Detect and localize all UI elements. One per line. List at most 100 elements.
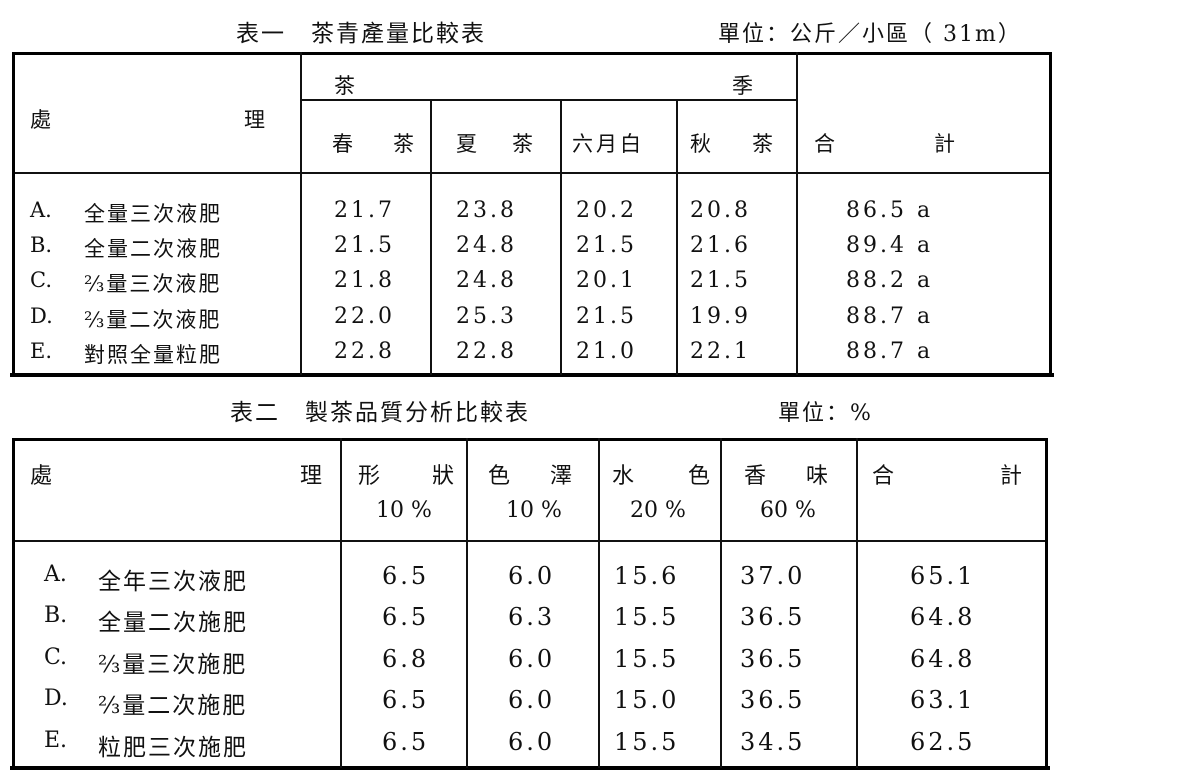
row-total: 64.8	[910, 645, 976, 673]
row-total: 89.4 a	[846, 233, 934, 258]
row-id: C.	[30, 268, 52, 292]
table2-header-luster-pct: 10 %	[506, 498, 562, 523]
row-value: 15.6	[614, 562, 680, 590]
row-total: 86.5 a	[846, 198, 934, 223]
row-value: 24.8	[456, 233, 517, 258]
table2-header-treatment-right: 理	[300, 464, 323, 489]
row-value: 15.5	[614, 645, 680, 673]
row-value: 6.0	[508, 728, 556, 756]
row-value: 15.5	[614, 603, 680, 631]
row-value: 6.5	[382, 603, 430, 631]
row-value: 21.5	[690, 268, 751, 293]
row-id: A.	[30, 198, 52, 222]
row-id: A.	[44, 562, 67, 587]
row-value: 37.0	[740, 562, 806, 590]
row-value: 21.5	[576, 233, 637, 258]
table2-header-shape-a: 形	[358, 464, 381, 489]
table1-title: 表一 茶青產量比較表	[236, 21, 486, 47]
row-treatment: 對照全量粒肥	[84, 343, 222, 367]
row-treatment: 全量二次液肥	[84, 237, 222, 261]
row-id: D.	[30, 304, 53, 328]
row-value: 22.0	[334, 304, 395, 329]
row-treatment: 全年三次液肥	[98, 569, 248, 595]
row-id: E.	[44, 728, 68, 753]
row-treatment: 粒肥三次施肥	[98, 735, 248, 761]
row-total: 65.1	[910, 562, 976, 590]
row-id: D.	[44, 686, 68, 711]
row-value: 6.0	[508, 645, 556, 673]
table2-header-liquor-b: 色	[688, 464, 711, 489]
table2-header-shape-b: 狀	[432, 464, 455, 489]
row-value: 6.3	[508, 603, 556, 631]
table1-header-season-left: 茶	[334, 74, 355, 98]
row-value: 22.8	[334, 339, 395, 364]
row-total: 88.7 a	[846, 339, 934, 364]
table1-header-autumn-b: 茶	[752, 132, 773, 156]
row-value: 24.8	[456, 268, 517, 293]
row-value: 21.8	[334, 268, 395, 293]
row-value: 6.0	[508, 562, 556, 590]
row-id: E.	[30, 339, 53, 363]
row-value: 15.5	[614, 728, 680, 756]
table1-header-autumn-a: 秋	[690, 132, 711, 156]
table2-header-luster-b: 澤	[550, 464, 573, 489]
table1-header-treatment-right: 理	[244, 108, 265, 132]
row-value: 20.2	[576, 198, 637, 223]
row-value: 15.0	[614, 686, 680, 714]
row-total: 88.7 a	[846, 304, 934, 329]
row-total: 62.5	[910, 728, 976, 756]
table1-header-liuyuebai: 六月白	[572, 132, 644, 156]
row-value: 19.9	[690, 304, 751, 329]
row-value: 21.5	[576, 304, 637, 329]
row-id: C.	[44, 645, 68, 670]
table2-header-total-b: 計	[1000, 464, 1023, 489]
row-value: 21.5	[334, 233, 395, 258]
row-value: 34.5	[740, 728, 806, 756]
table2-unit: 單位：%	[778, 401, 873, 426]
row-value: 36.5	[740, 686, 806, 714]
table2-header-treatment-left: 處	[30, 464, 53, 489]
row-treatment: ⅔量三次施肥	[98, 652, 248, 678]
row-value: 20.1	[576, 268, 637, 293]
row-value: 6.0	[508, 686, 556, 714]
row-value: 36.5	[740, 603, 806, 631]
table2-header-aroma-a: 香	[744, 464, 767, 489]
row-treatment: 全量三次液肥	[84, 202, 222, 226]
table1-header-season-right: 季	[732, 74, 753, 98]
row-value: 21.7	[334, 198, 395, 223]
table1-header-treatment-left: 處	[30, 108, 51, 132]
table1-header-total-b: 計	[934, 132, 955, 156]
row-value: 6.5	[382, 686, 430, 714]
row-value: 21.0	[576, 339, 637, 364]
table1-header-spring-b: 茶	[393, 132, 414, 156]
table2-header-total-a: 合	[872, 464, 895, 489]
table2-header-luster-a: 色	[488, 464, 511, 489]
table1-header-summer-a: 夏	[456, 132, 477, 156]
row-value: 6.5	[382, 562, 430, 590]
table1-header-spring-a: 春	[332, 132, 353, 156]
table2-title: 表二 製茶品質分析比較表	[230, 400, 530, 426]
table2-header-liquor-a: 水	[612, 464, 635, 489]
row-value: 20.8	[690, 198, 751, 223]
table1-unit: 單位：公斤／小區（ 31m）	[718, 22, 1022, 47]
row-value: 21.6	[690, 233, 751, 258]
row-treatment: ⅔量二次施肥	[98, 693, 248, 719]
table2-header-aroma-b: 味	[806, 464, 829, 489]
table2-header-aroma-pct: 60 %	[760, 498, 816, 523]
row-treatment: ⅔量二次液肥	[84, 308, 222, 332]
row-value: 22.8	[456, 339, 517, 364]
table2-header-shape-pct: 10 %	[376, 498, 432, 523]
row-total: 63.1	[910, 686, 976, 714]
row-id: B.	[44, 603, 68, 628]
row-total: 64.8	[910, 603, 976, 631]
row-value: 25.3	[456, 304, 517, 329]
row-value: 36.5	[740, 645, 806, 673]
row-value: 22.1	[690, 339, 751, 364]
row-treatment: ⅔量三次液肥	[84, 272, 222, 296]
row-value: 6.5	[382, 728, 430, 756]
row-total: 88.2 a	[846, 268, 934, 293]
table1-header-total-a: 合	[814, 132, 835, 156]
row-id: B.	[30, 233, 53, 257]
table1-header-summer-b: 茶	[512, 132, 533, 156]
row-treatment: 全量二次施肥	[98, 610, 248, 636]
